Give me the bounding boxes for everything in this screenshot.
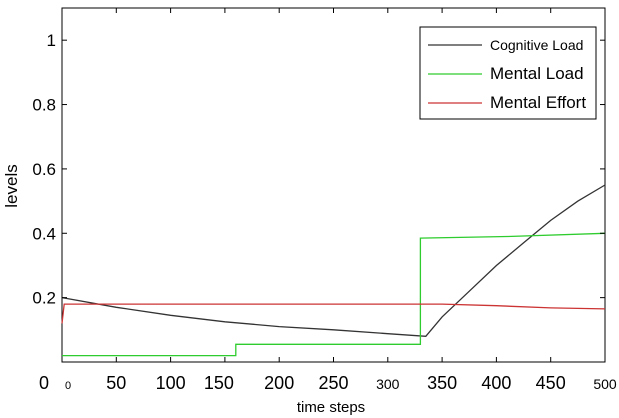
ticks-layer: 0 50 100 150 200 250 300 350 400 450 500 0.2 0.4 0.6 0…	[32, 8, 617, 393]
x-tick-label: 200	[264, 373, 294, 393]
y-tick-label: 1	[47, 31, 56, 50]
x-tick-label: 300	[376, 376, 400, 392]
y-tick-label: 0.2	[32, 289, 56, 308]
x-tick-label: 0	[65, 380, 71, 392]
x-tick-label: 450	[536, 373, 566, 393]
x-tick-label: 150	[204, 373, 234, 393]
legend-label: Mental Effort	[490, 93, 586, 112]
x-tick-label: 100	[156, 373, 186, 393]
series-line-mental-load	[62, 232, 606, 357]
y-tick-label: 0.8	[32, 96, 56, 115]
y-tick-label: 0.4	[32, 224, 56, 243]
series-line-cognitive-load	[61, 184, 606, 337]
x-axis-label: time steps	[297, 399, 365, 416]
legend-label: Cognitive Load	[490, 37, 583, 53]
x-tick-label: 500	[593, 376, 617, 392]
series-layer	[61, 184, 606, 357]
x-tick-label: 350	[427, 373, 457, 393]
y-tick-label: 0.6	[32, 160, 56, 179]
x-tick-label: 50	[106, 373, 126, 393]
y-axis-label: levels	[2, 164, 21, 207]
x-tick-label: 250	[318, 373, 348, 393]
x-tick-label: 400	[481, 373, 511, 393]
series-line-mental-effort	[61, 303, 606, 324]
legend: Cognitive Load Mental Load Mental Effort	[419, 26, 597, 120]
legend-label: Mental Load	[490, 64, 584, 83]
y-origin-label: 0	[39, 373, 49, 393]
legend-box	[419, 26, 597, 120]
